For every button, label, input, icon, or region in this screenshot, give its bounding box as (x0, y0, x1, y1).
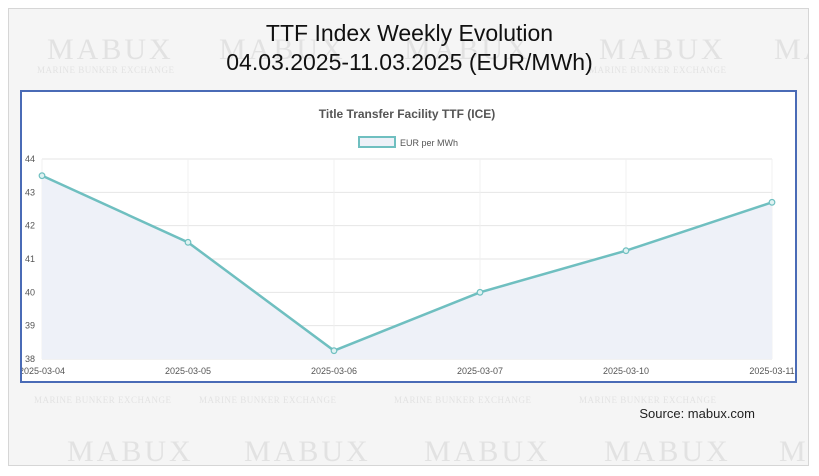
chart-title: Title Transfer Facility TTF (ICE) (319, 107, 495, 121)
watermark-logo: MABUX (774, 33, 808, 66)
legend-label: EUR per MWh (400, 138, 458, 148)
watermark-tagline: MARINE BUNKER EXCHANGE (37, 65, 175, 75)
data-point (330, 347, 338, 355)
watermark-logo: MABUX (779, 435, 809, 466)
x-tick-label: 2025-03-07 (457, 366, 503, 376)
watermark-logo: MABUX (604, 435, 731, 466)
x-tick-label: 2025-03-06 (311, 366, 357, 376)
data-point (622, 247, 630, 255)
watermark-logo: MABUX (404, 33, 531, 66)
legend-swatch (358, 136, 396, 148)
watermark-logo: MABUX (244, 435, 371, 466)
watermark-tagline: MARINE BUNKER EXCHANGE (34, 395, 172, 405)
series-area (42, 175, 772, 359)
y-tick-label: 42 (25, 221, 35, 231)
y-tick-label: 40 (25, 287, 35, 297)
watermark-logo: MABUX (219, 33, 346, 66)
watermark-tagline: MARINE BUNKER EXCHANGE (199, 395, 337, 405)
page-subtitle: 04.03.2025-11.03.2025 (EUR/MWh) (226, 49, 593, 75)
data-point (184, 238, 192, 246)
chart-panel: Title Transfer Facility TTF (ICE) EUR per… (20, 90, 797, 383)
watermark-tagline: MARINE BUNKER EXCHANGE (394, 395, 532, 405)
y-tick-label: 39 (25, 321, 35, 331)
watermark-tagline: MARINE BUNKER EXCHANGE (579, 395, 717, 405)
watermark-tagline: MARINE BUNKER EXCHANGE (589, 65, 727, 75)
x-tick-label: 2025-03-10 (603, 366, 649, 376)
x-tick-label: 2025-03-04 (22, 366, 65, 376)
watermark-logo: MABUX (67, 435, 194, 466)
x-tick-label: 2025-03-11 (749, 366, 794, 376)
series-line (41, 174, 773, 353)
y-tick-label: 44 (25, 154, 35, 164)
line-chart: Title Transfer Facility TTF (ICE) EUR per… (22, 107, 795, 376)
y-tick-label: 41 (25, 254, 35, 264)
x-tick-label: 2025-03-05 (165, 366, 211, 376)
data-point (768, 198, 776, 206)
y-tick-label: 43 (25, 187, 35, 197)
data-point (476, 288, 484, 296)
watermark-logo: MABUX (47, 33, 174, 66)
data-point (38, 172, 46, 180)
y-tick-label: 38 (25, 354, 35, 364)
watermark-logo: MABUX (599, 33, 726, 66)
watermark-logo: MABUX (424, 435, 551, 466)
source-note: Source: mabux.com (639, 406, 755, 421)
page-title: TTF Index Weekly Evolution (265, 20, 554, 46)
